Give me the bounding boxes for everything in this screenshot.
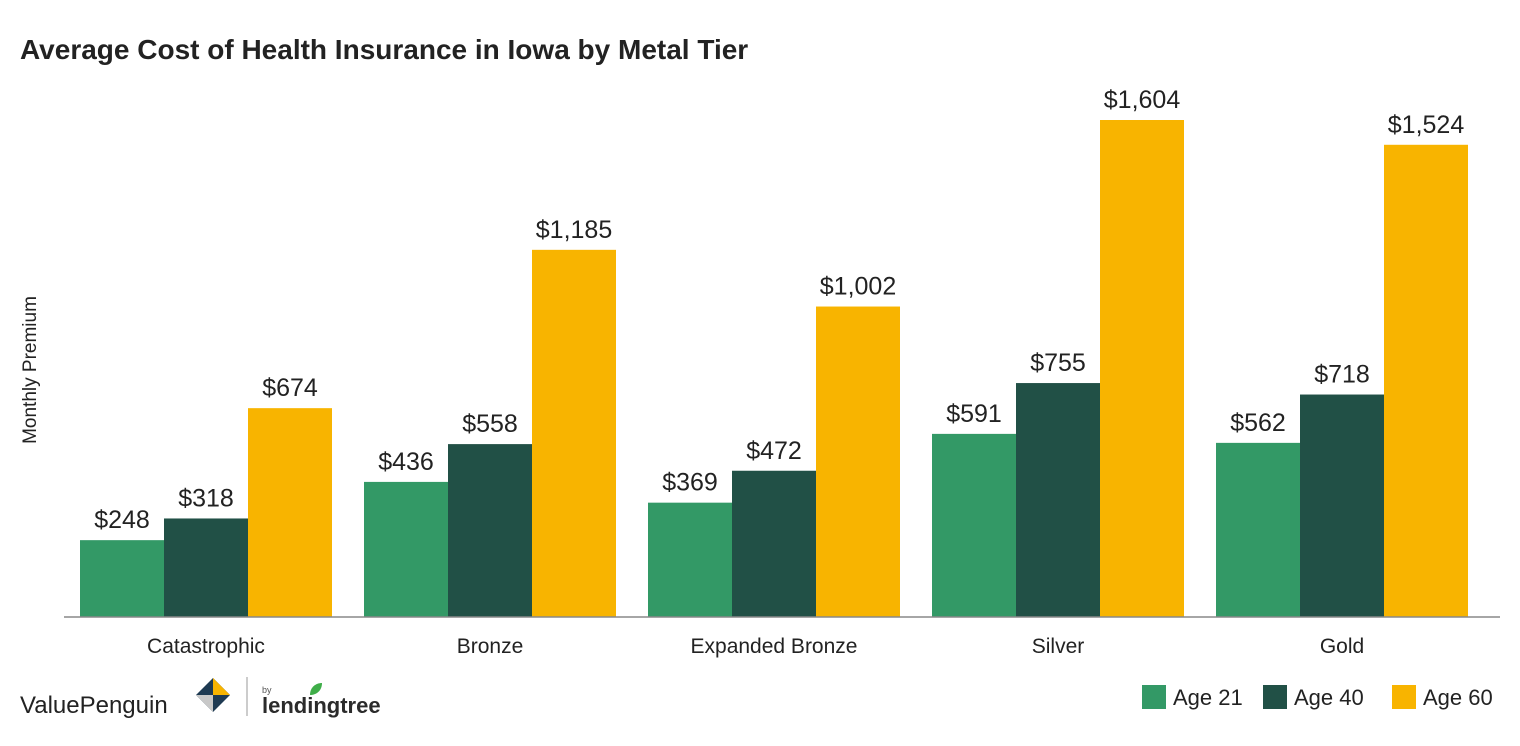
- bar-gold-age-60: [1384, 144, 1468, 617]
- x-tick-label-silver: Silver: [1032, 635, 1085, 658]
- valuepenguin-logo: ValuePenguin: [20, 678, 230, 719]
- lendingtree-leaf-icon: [310, 683, 322, 695]
- bar-gold-age-21: [1216, 442, 1300, 617]
- data-label-catastrophic-age-21: $248: [94, 506, 150, 534]
- data-label-gold-age-40: $718: [1314, 361, 1370, 389]
- x-tick-label-gold: Gold: [1320, 635, 1364, 658]
- by-text: by: [262, 685, 272, 695]
- bar-bronze-age-60: [532, 249, 616, 617]
- bar-gold-age-40: [1300, 394, 1384, 617]
- legend-swatch-age-40: [1263, 685, 1287, 709]
- bar-catastrophic-age-21: [80, 540, 164, 617]
- lendingtree-logo: by lendingtree: [262, 683, 381, 718]
- x-tick-label-bronze: Bronze: [457, 635, 524, 658]
- data-label-expanded-bronze-age-40: $472: [746, 437, 802, 465]
- data-label-gold-age-60: $1,524: [1388, 111, 1465, 139]
- value-labels-group: $248 $318 $674 $436 $558 $1,185 $369 $472 $1,002…: [94, 86, 1464, 534]
- bar-silver-age-21: [932, 433, 1016, 617]
- bar-expanded-bronze-age-21: [648, 502, 732, 617]
- data-label-expanded-bronze-age-60: $1,002: [820, 273, 896, 301]
- lendingtree-wordmark: lendingtree: [262, 693, 381, 718]
- legend: Age 21 Age 40 Age 60: [1142, 685, 1493, 710]
- legend-swatch-age-21: [1142, 685, 1166, 709]
- category-labels-group: Catastrophic Bronze Expanded Bronze Silver G…: [147, 635, 1364, 658]
- bar-catastrophic-age-60: [248, 408, 332, 617]
- x-tick-label-expanded-bronze: Expanded Bronze: [691, 635, 858, 658]
- bar-catastrophic-age-40: [164, 518, 248, 617]
- legend-swatch-age-60: [1392, 685, 1416, 709]
- bar-silver-age-40: [1016, 383, 1100, 617]
- bars-group: [80, 120, 1468, 617]
- bar-bronze-age-40: [448, 444, 532, 617]
- bar-expanded-bronze-age-60: [816, 306, 900, 617]
- bar-silver-age-60: [1100, 120, 1184, 617]
- data-label-bronze-age-21: $436: [378, 448, 434, 476]
- data-label-silver-age-60: $1,604: [1104, 86, 1181, 114]
- data-label-silver-age-21: $591: [946, 400, 1002, 428]
- legend-label-age-60: Age 60: [1423, 685, 1493, 710]
- data-label-silver-age-40: $755: [1030, 349, 1086, 377]
- data-label-catastrophic-age-60: $674: [262, 374, 318, 402]
- valuepenguin-wordmark: ValuePenguin: [20, 692, 168, 719]
- valuepenguin-diamond-icon: [196, 678, 230, 712]
- data-label-bronze-age-60: $1,185: [536, 216, 612, 244]
- x-tick-label-catastrophic: Catastrophic: [147, 635, 265, 658]
- data-label-bronze-age-40: $558: [462, 410, 518, 438]
- data-label-expanded-bronze-age-21: $369: [662, 469, 718, 497]
- y-axis-label: Monthly Premium: [20, 296, 41, 444]
- bar-expanded-bronze-age-40: [732, 470, 816, 617]
- data-label-catastrophic-age-40: $318: [178, 484, 234, 512]
- data-label-gold-age-21: $562: [1230, 409, 1286, 437]
- legend-label-age-40: Age 40: [1294, 685, 1364, 710]
- legend-label-age-21: Age 21: [1173, 685, 1243, 710]
- bar-bronze-age-21: [364, 481, 448, 617]
- chart-title: Average Cost of Health Insurance in Iowa…: [20, 34, 748, 65]
